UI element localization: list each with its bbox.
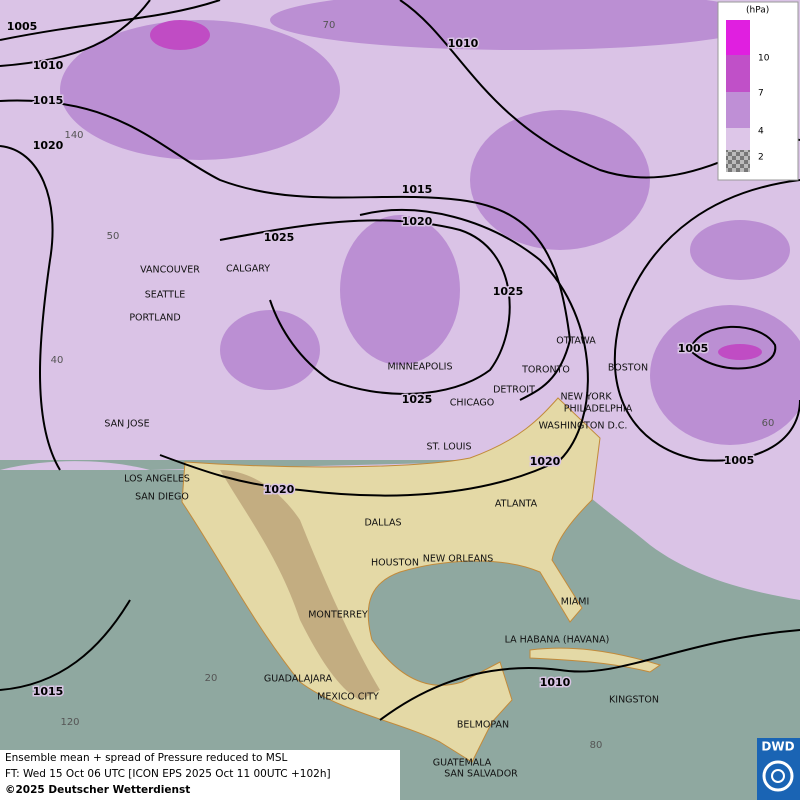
isobar-label: 1020 [530, 455, 561, 468]
city-label: SAN JOSE [104, 419, 149, 430]
spread-blob [690, 220, 790, 280]
spread-high [60, 0, 800, 445]
graticule-label: 140 [64, 130, 83, 141]
spread-max [150, 20, 762, 360]
spread-blob [340, 215, 460, 365]
isobar-label: 1025 [493, 285, 524, 298]
graticule-label: 70 [323, 20, 336, 31]
isobar [219, 219, 511, 395]
isobar [0, 99, 572, 401]
footer-line: FT: Wed 15 Oct 06 UTC [ICON EPS 2025 Oct… [5, 768, 331, 780]
isobar [688, 325, 777, 370]
legend-unit: (hPa) [746, 6, 769, 16]
logo: DWD [761, 740, 794, 754]
city-label: MONTERREY [308, 610, 368, 621]
isobar [0, 0, 151, 67]
isobar-label: 1020 [402, 215, 433, 228]
city-label: WASHINGTON D.C. [539, 421, 628, 432]
isobar-label: 1005 [7, 20, 38, 33]
city-label: PORTLAND [129, 313, 180, 324]
isobar-label: 1015 [33, 94, 64, 107]
city-label: DALLAS [365, 518, 402, 529]
graticule-label: 80 [590, 740, 603, 751]
city-label: CALGARY [226, 264, 270, 275]
city-label: GUADALAJARA [264, 674, 333, 685]
logo-icon [762, 760, 794, 792]
city-label: DETROIT [493, 385, 535, 396]
city-label: SAN DIEGO [135, 492, 189, 503]
legend-swatch [726, 20, 750, 55]
city-label: KINGSTON [609, 695, 659, 706]
city-label: OTTAWA [556, 336, 596, 347]
city-label: VANCOUVER [140, 265, 200, 276]
isobar-label: 1010 [448, 37, 479, 50]
city-label: SEATTLE [145, 290, 186, 301]
spread-ocean [0, 460, 800, 600]
city-label: HOUSTON [371, 558, 419, 569]
isobar [0, 145, 61, 471]
graticule-label: 120 [60, 717, 79, 728]
logo-icon [771, 769, 785, 783]
graticule-label: 50 [107, 231, 120, 242]
isobar-label: 1015 [402, 183, 433, 196]
footer-line: ©2025 Deutscher Wetterdienst [5, 784, 190, 796]
isobar-label: 1005 [678, 342, 709, 355]
footer-line: Ensemble mean + spread of Pressure reduc… [5, 752, 288, 764]
city-label: MEXICO CITY [317, 692, 379, 703]
isobar [613, 179, 800, 462]
city-label: NEW YORK [560, 392, 612, 403]
legend-level: 4 [758, 127, 764, 137]
isobar-label: 1010 [33, 59, 64, 72]
city-label: LA HABANA (HAVANA) [505, 635, 610, 646]
city-label: BOSTON [608, 363, 648, 374]
city-label: SAN SALVADOR [444, 769, 518, 780]
legend-level: 10 [758, 54, 770, 64]
isobar [159, 209, 589, 497]
spread-blob [270, 0, 770, 50]
graticule-label: 40 [51, 355, 64, 366]
city-label: ST. LOUIS [427, 442, 472, 453]
isobar [0, 599, 131, 691]
isobar-label: 1020 [264, 483, 295, 496]
legend-swatch [726, 92, 750, 128]
graticule-label: 60 [762, 418, 775, 429]
isobar-label: 1020 [33, 139, 64, 152]
legend-swatch [726, 150, 750, 172]
city-label: LOS ANGELES [124, 474, 190, 485]
graticule-label: 20 [205, 673, 218, 684]
city-label: BELMOPAN [457, 720, 509, 731]
legend-swatch [726, 128, 750, 150]
isobar-label: 1025 [402, 393, 433, 406]
isobar [379, 629, 800, 721]
city-label: NEW ORLEANS [423, 554, 494, 565]
isobar-label: 1025 [264, 231, 295, 244]
city-label: MIAMI [561, 597, 590, 608]
spread-blob [718, 344, 762, 360]
legend-swatch [726, 55, 750, 92]
spread-blob [650, 305, 800, 445]
spread-blob [220, 310, 320, 390]
city-label: MINNEAPOLIS [387, 362, 452, 373]
spread-blob [470, 110, 650, 250]
isobar-label: 1015 [33, 685, 64, 698]
city-label: CHICAGO [450, 398, 494, 409]
isobars [0, 0, 800, 721]
isobar-label: 1010 [540, 676, 571, 689]
legend-level: 2 [758, 153, 764, 163]
mountains [220, 470, 380, 700]
isobar [0, 0, 221, 41]
city-label: ATLANTA [495, 499, 538, 510]
city-label: PHILADELPHIA [564, 404, 633, 415]
footer-box [0, 750, 400, 800]
spread-blob [150, 20, 210, 50]
legend-level: 7 [758, 89, 764, 99]
isobar-label: 1005 [724, 454, 755, 467]
city-label: GUATEMALA [433, 758, 492, 769]
city-label: TORONTO [521, 365, 570, 376]
